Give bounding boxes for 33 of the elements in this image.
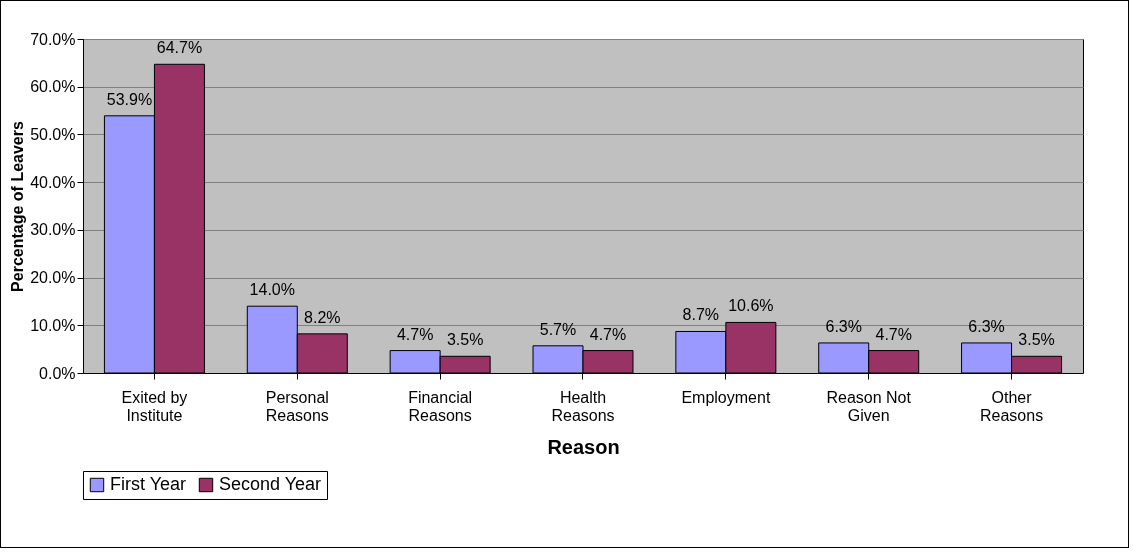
x-tick-label: Employment [681, 388, 771, 406]
data-label: 5.7% [539, 320, 577, 338]
y-tick-label: 70.0% [30, 30, 76, 48]
data-label: 14.0% [249, 281, 295, 299]
data-label: 8.2% [304, 308, 341, 326]
data-label: 4.7% [589, 325, 627, 343]
data-label: 3.5% [446, 331, 484, 349]
data-label: 4.7% [875, 325, 912, 343]
data-label: 64.7% [156, 39, 203, 57]
x-tick-label: Other Reasons [979, 388, 1044, 424]
x-axis-title: Reason [547, 435, 620, 458]
legend-label: Second Year [219, 474, 322, 494]
data-label: 8.7% [682, 306, 720, 324]
y-tick-label: 50.0% [30, 125, 76, 143]
y-tick-label: 20.0% [30, 269, 76, 287]
y-axis-title: Percentage of Leavers [9, 121, 27, 292]
data-label: 53.9% [106, 90, 153, 108]
y-tick-label: 0.0% [39, 364, 76, 382]
legend-label: First Year [110, 474, 187, 494]
x-tick-label: Exited by Institute [121, 388, 188, 424]
y-tick-label: 40.0% [30, 173, 76, 191]
data-label: 3.5% [1018, 331, 1055, 349]
data-label: 6.3% [825, 317, 862, 335]
y-tick-label: 30.0% [30, 221, 76, 239]
x-tick-label: Reason Not Given [826, 388, 912, 424]
data-label: 10.6% [728, 297, 774, 315]
y-tick-label: 10.0% [30, 316, 76, 334]
y-tick-label: 60.0% [30, 78, 76, 96]
data-label: 6.3% [968, 317, 1005, 335]
x-tick-label: Personal Reasons [265, 388, 329, 424]
x-tick-label: Financial Reasons [408, 388, 473, 424]
data-label: 4.7% [396, 325, 434, 343]
x-tick-label: Health Reasons [551, 388, 615, 424]
